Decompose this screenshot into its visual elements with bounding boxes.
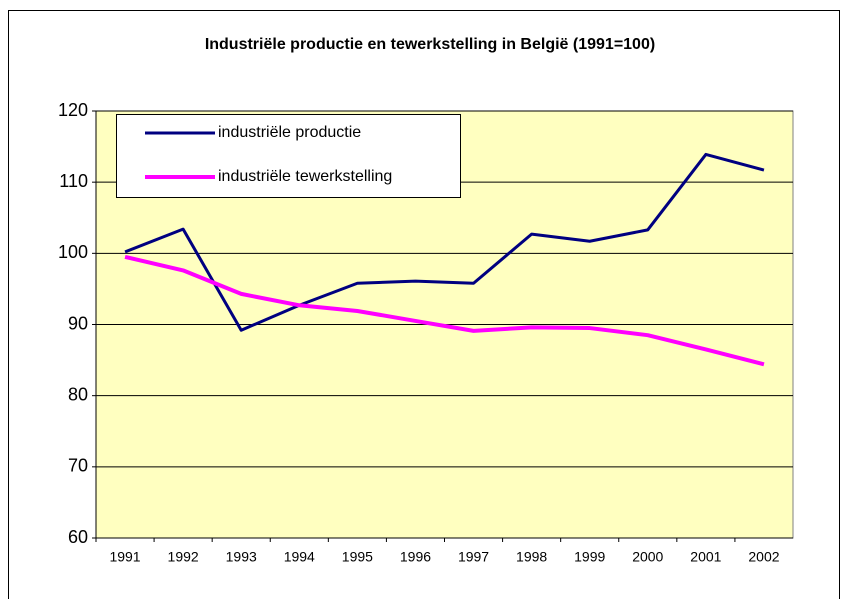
x-tick-label: 2002 [748,549,779,565]
y-tick-label: 70 [68,456,88,476]
y-tick-label: 60 [68,527,88,547]
y-tick-label: 100 [58,242,88,262]
y-tick-label: 120 [58,100,88,120]
x-tick-label: 1993 [226,549,257,565]
legend-label: industriële tewerkstelling [218,168,392,185]
x-tick-label: 2000 [632,549,663,565]
x-tick-label: 1999 [574,549,605,565]
x-tick-label: 1994 [284,549,315,565]
legend-label: industriële productie [218,124,361,141]
x-tick-label: 1997 [458,549,489,565]
series-line [124,254,765,367]
x-tick-label: 1991 [109,549,140,565]
chart-title: Industriële productie en tewerkstelling … [205,36,655,53]
x-tick-label: 1992 [168,549,199,565]
y-tick-label: 90 [68,313,88,333]
y-tick-label: 80 [68,384,88,404]
x-tick-label: 2001 [690,549,721,565]
x-tick-label: 1995 [342,549,373,565]
y-tick-label: 110 [59,171,88,191]
series-line [124,152,765,332]
legend [116,114,461,198]
x-tick-label: 1998 [516,549,547,565]
x-tick-label: 1996 [400,549,431,565]
